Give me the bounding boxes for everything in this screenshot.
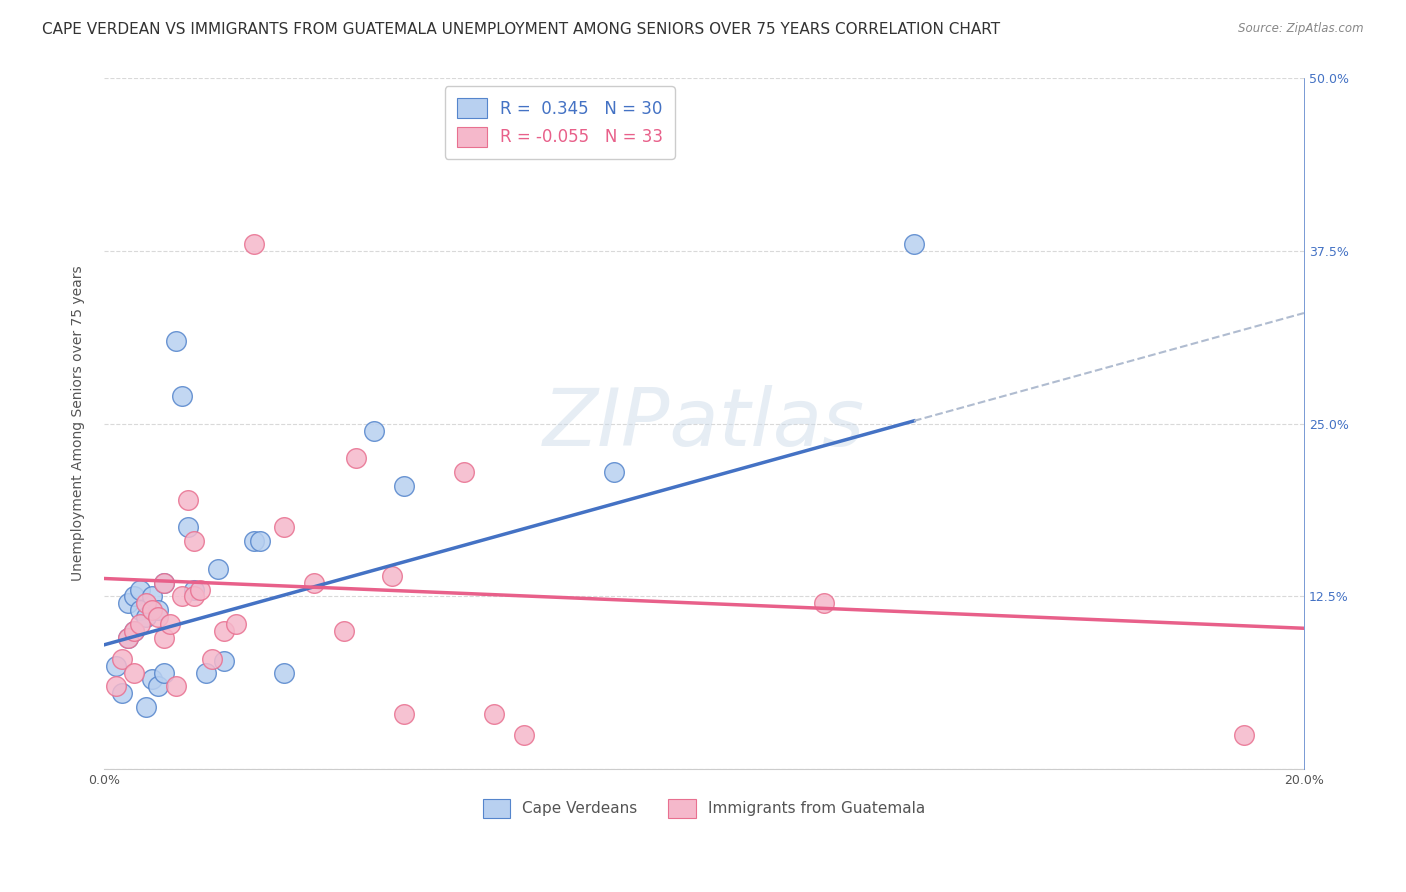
- Point: [381, 568, 404, 582]
- Point: [141, 673, 163, 687]
- Point: [129, 582, 152, 597]
- Point: [117, 631, 139, 645]
- Point: [243, 534, 266, 549]
- Point: [333, 624, 356, 638]
- Point: [188, 582, 211, 597]
- Point: [273, 520, 295, 534]
- Point: [513, 728, 536, 742]
- Point: [249, 534, 271, 549]
- Point: [153, 665, 176, 680]
- Point: [1233, 728, 1256, 742]
- Text: CAPE VERDEAN VS IMMIGRANTS FROM GUATEMALA UNEMPLOYMENT AMONG SENIORS OVER 75 YEA: CAPE VERDEAN VS IMMIGRANTS FROM GUATEMAL…: [42, 22, 1000, 37]
- Point: [104, 658, 127, 673]
- Point: [212, 655, 235, 669]
- Point: [453, 465, 475, 479]
- Point: [117, 596, 139, 610]
- Point: [141, 603, 163, 617]
- Point: [207, 562, 229, 576]
- Point: [129, 603, 152, 617]
- Point: [482, 706, 505, 721]
- Point: [344, 451, 367, 466]
- Text: Source: ZipAtlas.com: Source: ZipAtlas.com: [1239, 22, 1364, 36]
- Point: [177, 492, 200, 507]
- Point: [122, 624, 145, 638]
- Point: [195, 665, 218, 680]
- Point: [170, 590, 193, 604]
- Point: [392, 706, 415, 721]
- Point: [122, 624, 145, 638]
- Legend: Cape Verdeans, Immigrants from Guatemala: Cape Verdeans, Immigrants from Guatemala: [477, 793, 931, 824]
- Point: [903, 236, 925, 251]
- Point: [183, 534, 205, 549]
- Point: [603, 465, 626, 479]
- Point: [104, 679, 127, 693]
- Point: [146, 679, 169, 693]
- Point: [813, 596, 835, 610]
- Point: [201, 651, 224, 665]
- Point: [146, 610, 169, 624]
- Point: [146, 603, 169, 617]
- Point: [135, 610, 157, 624]
- Point: [183, 582, 205, 597]
- Point: [165, 334, 187, 348]
- Point: [177, 520, 200, 534]
- Point: [165, 679, 187, 693]
- Point: [273, 665, 295, 680]
- Point: [135, 700, 157, 714]
- Point: [183, 590, 205, 604]
- Point: [212, 624, 235, 638]
- Point: [363, 424, 385, 438]
- Point: [117, 631, 139, 645]
- Point: [243, 236, 266, 251]
- Text: ZIPatlas: ZIPatlas: [543, 384, 865, 463]
- Point: [135, 596, 157, 610]
- Point: [225, 617, 247, 632]
- Point: [170, 389, 193, 403]
- Point: [129, 617, 152, 632]
- Point: [122, 665, 145, 680]
- Y-axis label: Unemployment Among Seniors over 75 years: Unemployment Among Seniors over 75 years: [72, 266, 86, 582]
- Point: [122, 590, 145, 604]
- Point: [141, 590, 163, 604]
- Point: [302, 575, 325, 590]
- Point: [159, 617, 181, 632]
- Point: [111, 686, 134, 700]
- Point: [392, 479, 415, 493]
- Point: [153, 575, 176, 590]
- Point: [111, 651, 134, 665]
- Point: [153, 631, 176, 645]
- Point: [153, 575, 176, 590]
